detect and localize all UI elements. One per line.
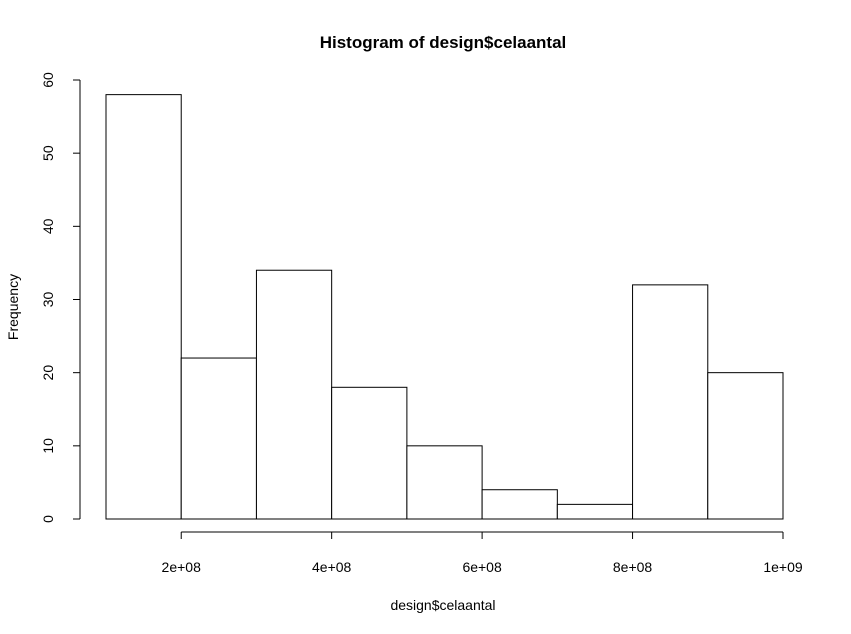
y-tick-label: 0: [40, 515, 56, 523]
histogram-bar-6: [481, 489, 558, 520]
y-tick-label: 60: [40, 72, 56, 88]
y-tick-label: 40: [40, 218, 56, 234]
histogram-bar-4: [331, 386, 408, 520]
y-tick-label: 10: [40, 438, 56, 454]
chart-title: Histogram of design$celaantal: [320, 33, 567, 52]
histogram-bar-3: [255, 269, 333, 520]
y-tick-label: 20: [40, 365, 56, 381]
bars-group: [105, 94, 784, 520]
x-axis-label: design$celaantal: [390, 597, 495, 613]
x-tick-label: 4e+08: [312, 559, 352, 575]
x-tick-label: 2e+08: [162, 559, 202, 575]
y-axis-label: Frequency: [5, 274, 21, 340]
histogram-bar-2: [180, 357, 257, 520]
x-tick-label: 6e+08: [462, 559, 502, 575]
x-tick-label: 1e+09: [763, 559, 803, 575]
histogram-bar-8: [632, 284, 709, 520]
histogram-bar-7: [556, 503, 634, 520]
histogram-bar-5: [406, 445, 483, 520]
x-tick-label: 8e+08: [613, 559, 653, 575]
y-tick-label: 50: [40, 145, 56, 161]
y-axis: 0 10 20 30 40 50 60: [40, 72, 81, 523]
histogram-bar-9: [707, 372, 784, 520]
x-axis: 2e+08 4e+08 6e+08 8e+08 1e+09: [162, 531, 803, 575]
histogram-bar-1: [105, 94, 182, 520]
y-tick-label: 30: [40, 292, 56, 308]
